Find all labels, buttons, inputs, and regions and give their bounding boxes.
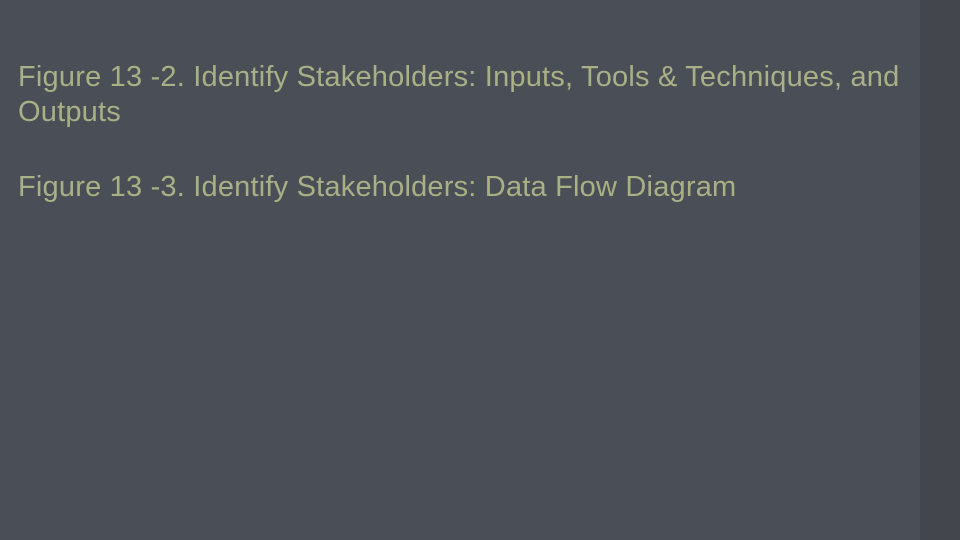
caption-spacer [18,130,915,170]
figure-caption-2: Figure 13 -3. Identify Stakeholders: Dat… [18,170,915,205]
figure-caption-1: Figure 13 -2. Identify Stakeholders: Inp… [18,60,915,130]
slide-content: Figure 13 -2. Identify Stakeholders: Inp… [0,0,960,204]
right-accent-bar [920,0,960,540]
